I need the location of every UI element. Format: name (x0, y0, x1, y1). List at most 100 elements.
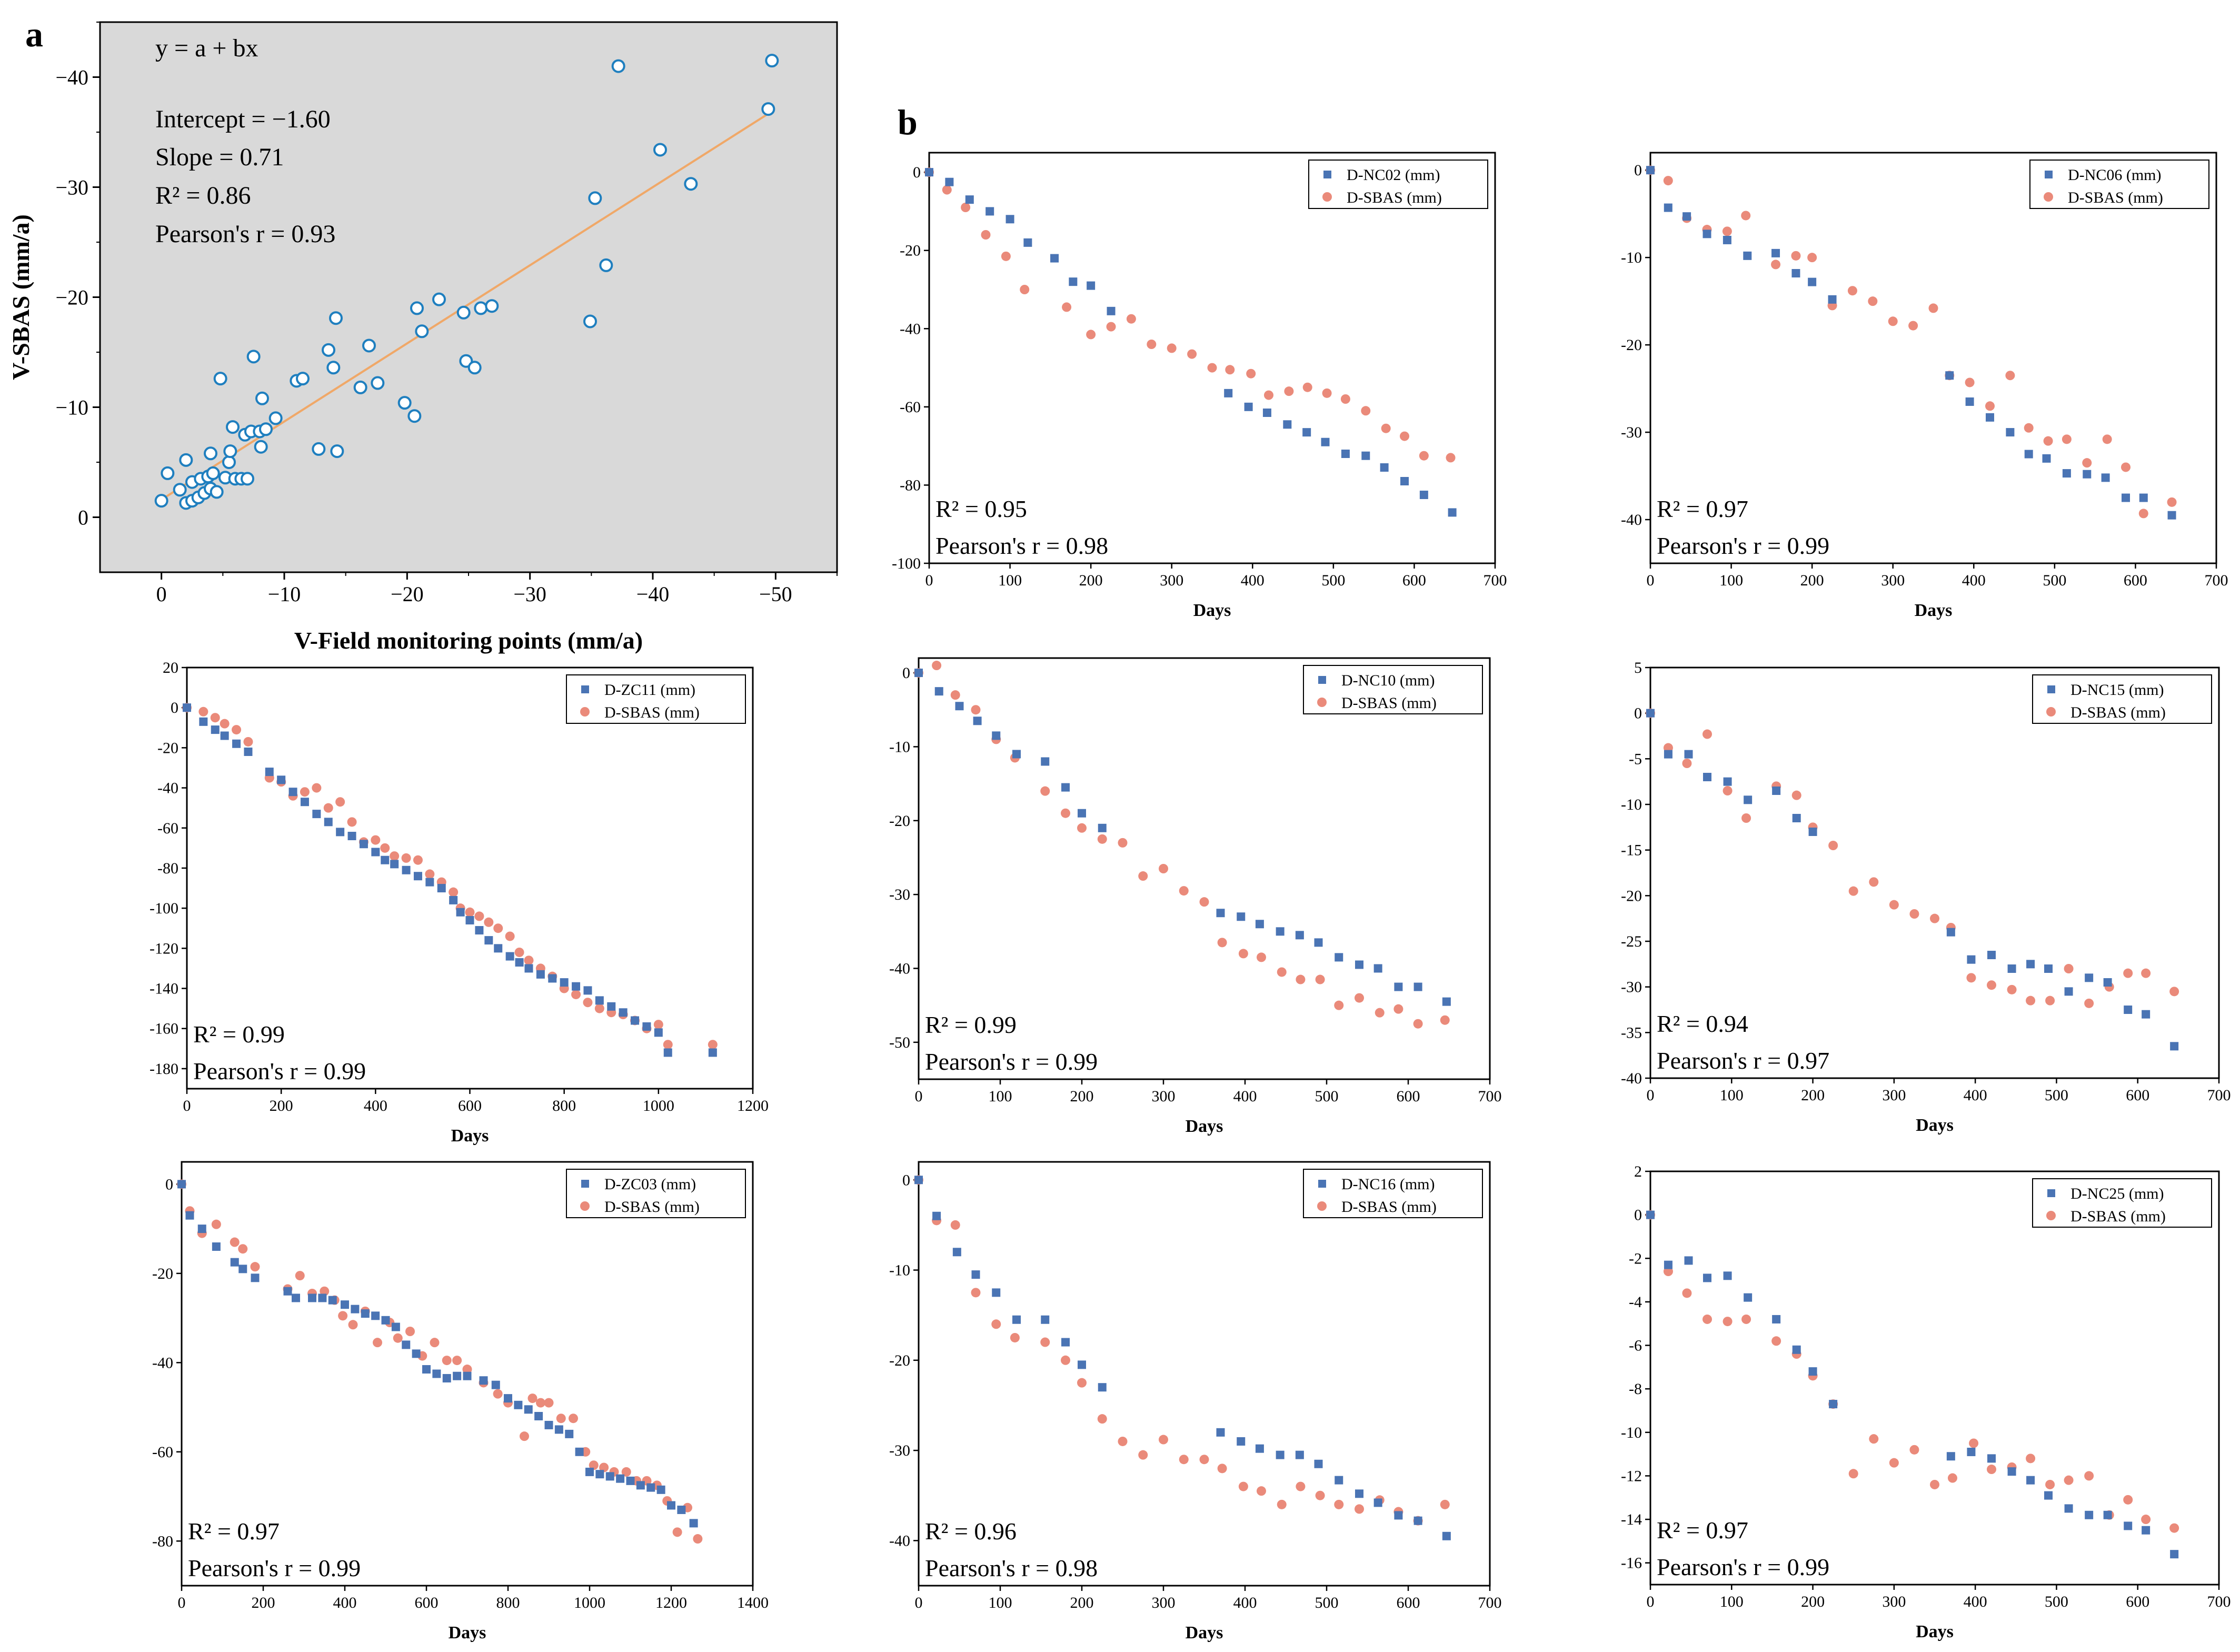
y-tick-label: −40 (55, 66, 88, 89)
sbas-point (1246, 369, 1256, 379)
legend-circle-marker (2046, 1211, 2056, 1220)
panel-label-a: a (25, 14, 43, 54)
y-tick-label: -120 (150, 940, 178, 957)
field-point (292, 1293, 300, 1302)
field-point (2024, 450, 2033, 459)
sbas-point (1741, 1314, 1751, 1324)
sbas-point (1167, 343, 1177, 353)
field-point (1216, 1428, 1225, 1437)
y-tick-label: -14 (1621, 1511, 1642, 1528)
field-point (318, 1293, 327, 1302)
stat-pearson: Pearson's r = 0.99 (1657, 1554, 1829, 1580)
x-tick-label: 700 (1478, 1594, 1502, 1611)
sbas-point (1187, 349, 1197, 359)
annotation-text: Slope = 0.71 (155, 143, 284, 171)
field-point (381, 1316, 390, 1325)
scatter-point (241, 472, 254, 486)
legend-square-marker (1318, 1180, 1326, 1188)
sbas-point (1928, 303, 1938, 313)
sbas-point (2026, 1454, 2036, 1464)
field-point (1295, 931, 1304, 940)
scatter-point (268, 411, 283, 425)
sbas-point (599, 1462, 609, 1472)
sbas-point (950, 690, 960, 700)
chart-nc10: 0 100 200 300 400 500 600 700 0 -10 -20 -30 -40 -50 D-… (889, 657, 1502, 1136)
x-tick-label: 500 (1315, 1594, 1339, 1611)
sbas-point (425, 869, 435, 879)
legend-circle-marker (2044, 192, 2053, 202)
sbas-point (1987, 1465, 1996, 1475)
field-point (1394, 982, 1403, 991)
stat-pearson: Pearson's r = 0.99 (1657, 532, 1829, 559)
field-point (212, 1242, 221, 1251)
legend-box (1303, 665, 1483, 714)
y-tick-label: 5 (1634, 659, 1642, 676)
sbas-point (401, 853, 411, 863)
x-tick-label: 0 (183, 1097, 191, 1114)
field-point (1005, 215, 1014, 224)
field-point (1448, 508, 1457, 517)
sbas-point (335, 797, 345, 807)
sbas-point (1440, 1499, 1450, 1509)
sbas-point (1334, 1000, 1344, 1010)
y-tick-label: -15 (1621, 842, 1642, 859)
y-tick-label: -160 (150, 1020, 178, 1038)
legend-entry-field: D-ZC03 (mm) (604, 1176, 696, 1193)
y-tick-label: -20 (1621, 887, 1642, 904)
y-tick-label: -35 (1621, 1024, 1642, 1041)
x-tick-label: 700 (1484, 572, 1507, 589)
sbas-point (430, 1338, 440, 1348)
sbas-point (474, 911, 484, 921)
field-point (1041, 757, 1050, 766)
field-point (402, 1340, 411, 1349)
field-point (992, 731, 1001, 740)
legend-entry-field: D-NC16 (mm) (1341, 1176, 1435, 1193)
sbas-point (693, 1534, 703, 1544)
sbas-point (1238, 949, 1248, 959)
legend-entry-sbas: D-SBAS (mm) (2068, 189, 2163, 206)
sbas-point (1097, 834, 1107, 844)
y-tick-label: -30 (1621, 979, 1642, 996)
sbas-point (663, 1040, 673, 1050)
sbas-point (1848, 886, 1858, 896)
x-axis-label: Days (1916, 1622, 1954, 1641)
field-point (1355, 960, 1363, 969)
sbas-point (1771, 260, 1781, 270)
sbas-point (232, 725, 242, 735)
field-point (708, 1048, 717, 1057)
field-point (422, 1365, 431, 1374)
field-point (1986, 413, 1994, 422)
plot-frame (928, 152, 1496, 564)
chart-a: 0 −10 −20 −30 −40 −50 0 −10 −20 −30 −40 y = a + bx I… (7, 21, 838, 654)
sbas-point (1791, 790, 1801, 800)
sbas-point (2102, 434, 2112, 444)
field-point (514, 1400, 523, 1409)
x-tick-label: 400 (1233, 1594, 1257, 1611)
field-point (1012, 750, 1021, 759)
field-point (1829, 1400, 1838, 1409)
field-point (945, 177, 954, 186)
field-point (324, 818, 333, 827)
legend-box (1308, 160, 1488, 209)
stat-pearson: Pearson's r = 0.99 (193, 1058, 366, 1084)
x-tick-label: 200 (1070, 1594, 1094, 1611)
scatter-point (312, 442, 326, 456)
field-point (425, 878, 434, 887)
x-tick-label: 300 (1152, 1088, 1176, 1105)
sbas-point (1296, 1481, 1306, 1491)
field-point (583, 986, 592, 995)
annotation-text: Pearson's r = 0.93 (155, 220, 335, 248)
sbas-point (347, 817, 357, 827)
x-axis-label: Days (1916, 1116, 1954, 1135)
field-point (463, 1371, 472, 1380)
y-tick-label: -80 (157, 860, 178, 877)
sbas-point (1400, 431, 1409, 441)
stat-pearson: Pearson's r = 0.98 (935, 532, 1108, 559)
sbas-point (1393, 1004, 1403, 1014)
field-point (1087, 281, 1096, 290)
x-tick-label: 1000 (643, 1097, 674, 1114)
y-tick-label: -80 (900, 476, 921, 494)
sbas-point (2026, 996, 2036, 1006)
y-tick-label: -20 (157, 739, 178, 757)
field-point (1224, 389, 1233, 397)
